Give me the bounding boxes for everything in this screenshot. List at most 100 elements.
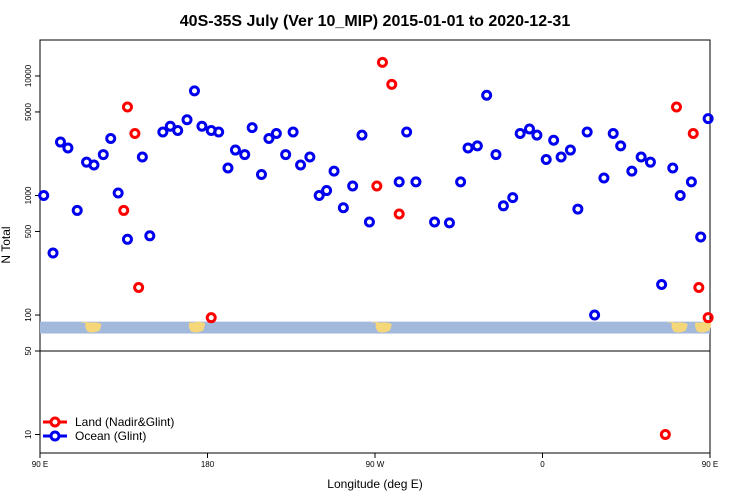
y-tick-label: 100	[24, 308, 33, 322]
x-axis-label: Longitude (deg E)	[327, 477, 422, 491]
ocean-point	[246, 122, 258, 134]
x-tick-label: 180	[201, 460, 215, 469]
ocean-point	[490, 149, 502, 161]
ocean-point	[280, 149, 292, 161]
ocean-point	[644, 156, 656, 168]
ocean-point	[572, 203, 584, 215]
y-tick-label: 10000	[24, 64, 33, 87]
land-blob-australia-repeat	[666, 321, 688, 333]
ocean-point	[497, 200, 509, 212]
land-blob-newzealand	[188, 321, 206, 333]
land-blob-australia	[80, 321, 102, 333]
land-point	[671, 101, 682, 113]
land-point	[371, 180, 383, 192]
plot-area	[39, 39, 711, 454]
ocean-point	[172, 124, 184, 136]
land-point	[702, 312, 714, 324]
ocean-point	[656, 279, 668, 291]
y-tick-label: 1000	[24, 186, 33, 204]
ocean-point	[295, 159, 307, 171]
ocean-point	[363, 216, 375, 228]
ocean-point	[702, 113, 714, 125]
land-point	[687, 128, 699, 140]
land-strip-band	[40, 321, 710, 334]
upper-panel-frame	[39, 39, 711, 352]
ocean-point	[337, 202, 349, 214]
ocean-point	[136, 151, 148, 163]
ocean-point	[188, 85, 200, 97]
x-tick-label: 90 W	[366, 460, 385, 469]
ocean-point	[112, 187, 124, 199]
ocean-point	[229, 144, 241, 156]
ocean-point	[47, 247, 59, 259]
ocean-point	[196, 120, 208, 132]
ocean-point	[507, 192, 519, 204]
ocean-point	[71, 204, 83, 216]
land-strip	[40, 321, 712, 334]
ocean-point	[239, 149, 251, 161]
land-point	[129, 128, 141, 140]
ocean-point	[213, 126, 225, 138]
ocean-point	[321, 185, 333, 197]
ocean-point	[54, 136, 66, 148]
ocean-point	[121, 233, 133, 245]
ocean-point	[667, 162, 679, 174]
ocean-point	[481, 89, 493, 101]
ocean-point	[287, 126, 299, 138]
land-point	[376, 56, 388, 68]
ocean-point	[222, 162, 234, 174]
x-tick-label: 0	[540, 460, 545, 469]
ocean-point	[443, 217, 455, 229]
ocean-point	[356, 129, 368, 141]
ocean-point	[540, 154, 552, 166]
ocean-point	[270, 128, 282, 140]
ocean-point	[255, 168, 267, 180]
x-tick-label: 90 E	[702, 460, 718, 469]
ocean-point	[555, 151, 567, 163]
legend: Land (Nadir&Glint)Ocean (Glint)	[43, 415, 174, 443]
ocean-point	[598, 172, 610, 184]
land-point	[205, 312, 217, 324]
ocean-point	[548, 134, 560, 146]
y-axis: 100 500 1000 5000 10000 10 50	[24, 64, 40, 439]
land-blob-south-america	[370, 321, 392, 333]
legend-label-land: Land (Nadir&Glint)	[75, 415, 174, 429]
x-axis: 90 E 180 90 W 0 90 E	[32, 453, 718, 469]
ocean-point	[105, 132, 117, 144]
ocean-point	[615, 140, 627, 152]
ocean-point	[523, 123, 535, 135]
ocean-point	[328, 165, 340, 177]
legend-marker-land	[49, 416, 61, 428]
ocean-point	[181, 114, 193, 126]
ocean-point	[97, 149, 109, 161]
y-tick-label: 10	[24, 429, 33, 438]
ocean-point	[581, 126, 593, 138]
ocean-point	[695, 231, 707, 243]
ocean-point	[401, 126, 413, 138]
ocean-point	[564, 144, 576, 156]
ocean-point	[531, 129, 543, 141]
chart-title: 40S-35S July (Ver 10_MIP) 2015-01-01 to …	[180, 13, 571, 30]
data-points	[38, 56, 714, 440]
x-tick-label: 90 E	[32, 460, 48, 469]
land-point	[133, 281, 145, 293]
ocean-point	[313, 190, 325, 201]
ocean-point	[471, 140, 483, 152]
y-tick-label: 5000	[24, 103, 33, 121]
ocean-point	[263, 132, 275, 144]
y-axis-label: N Total	[0, 226, 13, 263]
ocean-point	[410, 176, 422, 188]
ocean-point	[462, 142, 474, 154]
land-point	[393, 208, 405, 220]
ocean-point	[674, 190, 686, 201]
ocean-point	[635, 151, 647, 163]
ocean-point	[393, 176, 405, 188]
ocean-point	[455, 176, 467, 188]
ocean-point	[304, 151, 316, 163]
y-tick-label: 500	[24, 224, 33, 238]
land-point	[659, 428, 671, 440]
land-point	[121, 101, 133, 113]
ocean-point	[38, 190, 50, 201]
ocean-point	[607, 128, 619, 140]
